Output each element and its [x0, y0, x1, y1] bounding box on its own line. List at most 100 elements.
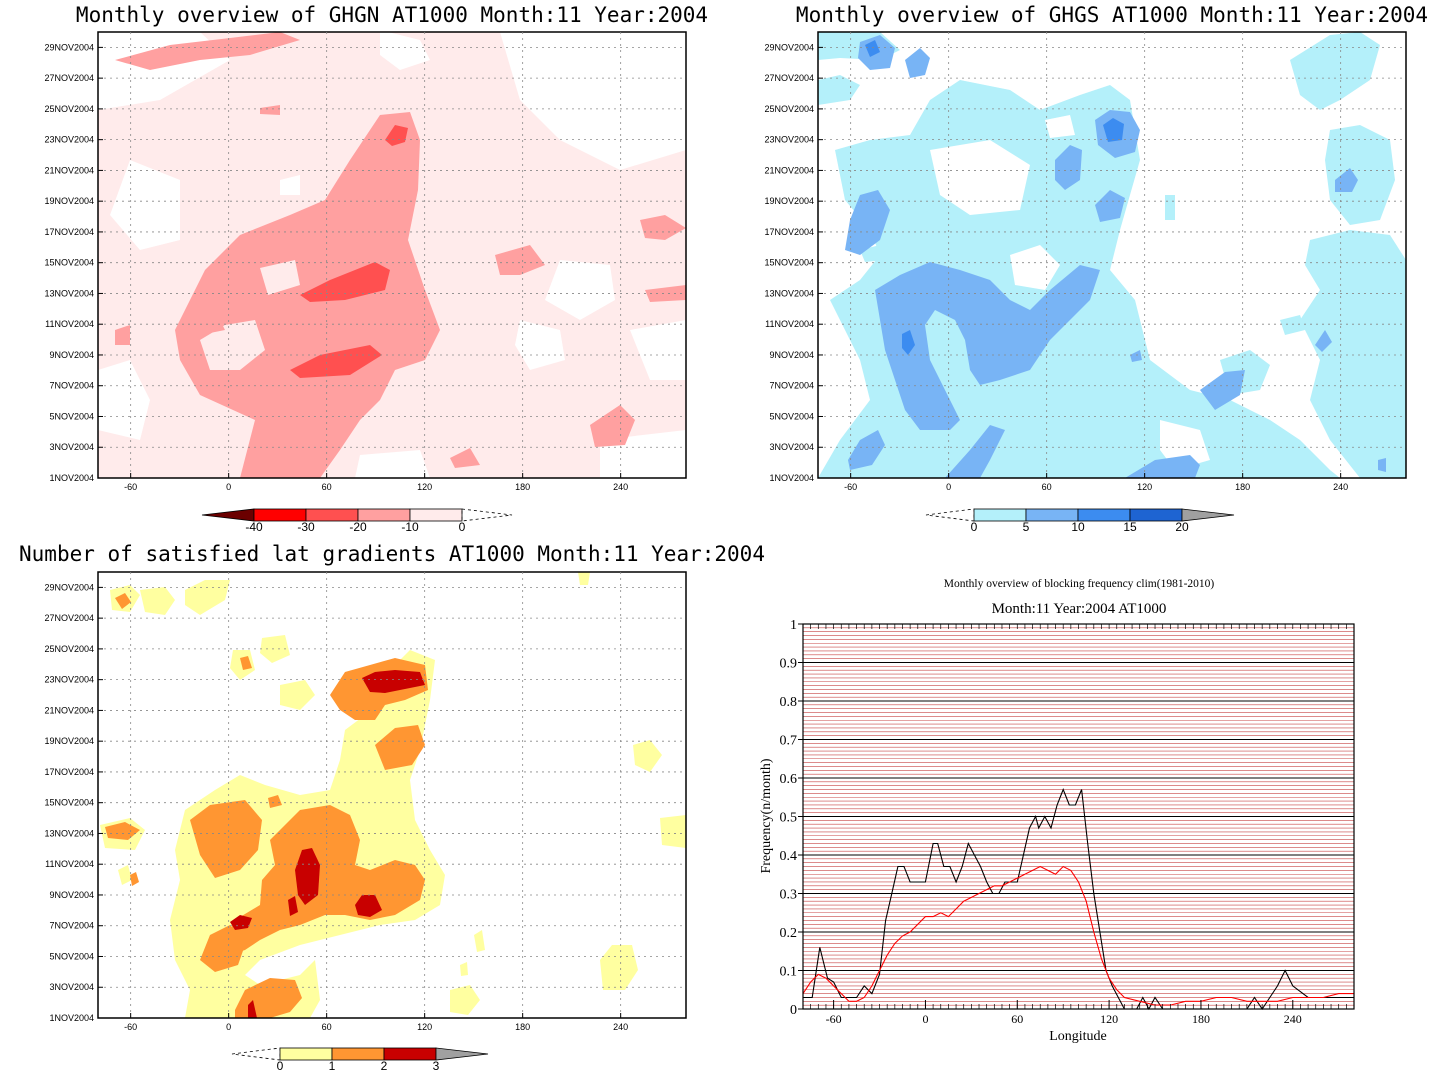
colorbar-segment — [1129, 508, 1183, 522]
colorbar-label: 0 — [971, 520, 978, 534]
blocking-panel: Monthly overview of blocking frequency c… — [759, 578, 1355, 1044]
colorbar-extension — [1181, 508, 1235, 522]
y-tick-label: 0.8 — [780, 695, 798, 710]
y-tick-label: 23NOV2004 — [44, 135, 94, 145]
x-tick-label: 60 — [1042, 482, 1052, 492]
y-tick-label: 5NOV2004 — [49, 951, 94, 961]
y-tick-label: 29NOV2004 — [764, 42, 814, 52]
x-tick-label: 180 — [1192, 1012, 1210, 1026]
colorbar-label: 1 — [329, 1059, 336, 1073]
lat-panel: Number of satisfied lat gradients AT1000… — [19, 542, 765, 1073]
y-tick-label: 7NOV2004 — [49, 381, 94, 391]
lat-grid — [98, 572, 686, 1018]
lat-x-axis: -60 0 60 120 180 240 — [124, 1013, 628, 1032]
colorbar-extension — [435, 1047, 489, 1061]
y-tick-label: 9NOV2004 — [49, 890, 94, 900]
ghgn-grid — [98, 32, 686, 478]
lat-colorbar: 0 1 2 3 — [231, 1047, 489, 1073]
y-tick-label: 0 — [790, 1003, 797, 1018]
y-tick-label: 27NOV2004 — [44, 73, 94, 83]
y-tick-label: 0.5 — [780, 811, 798, 826]
y-tick-label: 17NOV2004 — [44, 767, 94, 777]
y-tick-label: 11NOV2004 — [45, 319, 94, 329]
lat-contour-field — [98, 572, 686, 1018]
ghgs-colorbar: 0 5 10 15 20 — [925, 508, 1235, 534]
colorbar-label: 10 — [1071, 520, 1085, 534]
y-tick-label: 21NOV2004 — [764, 165, 814, 175]
y-tick-label: 7NOV2004 — [49, 921, 94, 931]
y-tick-label: 0.7 — [780, 734, 798, 749]
y-tick-label: 0.4 — [780, 849, 798, 864]
y-tick-label: 29NOV2004 — [44, 582, 94, 592]
y-tick-label: 3NOV2004 — [49, 442, 94, 452]
ghgs-grid — [818, 32, 1406, 478]
ghgs-title: Monthly overview of GHGS AT1000 Month:11… — [796, 3, 1428, 27]
y-tick-label: 29NOV2004 — [44, 42, 94, 52]
ghgn-panel: Monthly overview of GHGN AT1000 Month:11… — [44, 3, 708, 534]
x-tick-label: -60 — [844, 482, 857, 492]
colorbar-segment — [409, 508, 463, 522]
y-tick-label: 0.6 — [780, 772, 798, 787]
y-tick-label: 1NOV2004 — [49, 1013, 94, 1023]
colorbar-segment — [973, 508, 1027, 522]
ghgn-title: Monthly overview of GHGN AT1000 Month:11… — [76, 3, 708, 27]
colorbar-label: 3 — [433, 1059, 440, 1073]
y-tick-label: 21NOV2004 — [44, 705, 94, 715]
x-tick-label: 120 — [417, 1022, 432, 1032]
blocking-major-grid — [803, 662, 1354, 971]
colorbar-label: 0 — [459, 520, 466, 534]
blocking-ylabel: Frequency(n/month) — [759, 758, 774, 873]
colorbar-label: -20 — [349, 520, 367, 534]
x-tick-label: 120 — [1100, 1012, 1118, 1026]
colorbar-segment — [1077, 508, 1131, 522]
series-line-red — [802, 865, 1354, 1006]
colorbar-label: -40 — [245, 520, 263, 534]
blocking-title: Monthly overview of blocking frequency c… — [944, 578, 1215, 590]
x-tick-label: 0 — [226, 482, 231, 492]
ghgs-y-axis: 1NOV2004 3NOV2004 5NOV2004 7NOV2004 9NOV2004… — [764, 42, 823, 483]
series-line-black — [803, 787, 1354, 1011]
y-tick-label: 1NOV2004 — [49, 473, 94, 483]
colorbar-label: -10 — [401, 520, 419, 534]
y-tick-label: 27NOV2004 — [764, 73, 814, 83]
colorbar-segment — [1025, 508, 1079, 522]
colorbar-extension — [925, 508, 975, 522]
colorbar-segment — [331, 1047, 385, 1061]
x-tick-label: 240 — [613, 1022, 628, 1032]
x-tick-label: 120 — [417, 482, 432, 492]
x-tick-label: 0 — [922, 1012, 928, 1026]
y-tick-label: 15NOV2004 — [764, 258, 814, 268]
y-tick-label: 23NOV2004 — [764, 135, 814, 145]
colorbar-label: 2 — [381, 1059, 388, 1073]
colorbar-segment — [279, 1047, 333, 1061]
y-tick-label: 25NOV2004 — [44, 644, 94, 654]
y-tick-label: 9NOV2004 — [49, 350, 94, 360]
y-tick-label: 3NOV2004 — [49, 982, 94, 992]
y-tick-label: 13NOV2004 — [44, 828, 94, 838]
colorbar-segment — [383, 1047, 437, 1061]
y-tick-label: 15NOV2004 — [44, 258, 94, 268]
x-tick-label: 240 — [1284, 1012, 1302, 1026]
x-tick-label: -60 — [124, 1022, 137, 1032]
y-tick-label: 13NOV2004 — [44, 288, 94, 298]
x-tick-label: 180 — [515, 482, 530, 492]
colorbar-label: 0 — [277, 1059, 284, 1073]
ghgn-x-axis: -60 0 60 120 180 240 — [124, 473, 628, 492]
y-tick-label: 7NOV2004 — [769, 381, 814, 391]
colorbar-label: 5 — [1023, 520, 1030, 534]
ghgs-contour-field — [818, 32, 1406, 478]
y-tick-label: 17NOV2004 — [44, 227, 94, 237]
blocking-subtitle: Month:11 Year:2004 AT1000 — [992, 601, 1167, 617]
ghgn-colorbar: -40 -30 -20 -10 0 — [201, 508, 513, 534]
ghgn-y-axis: 1NOV2004 3NOV2004 5NOV2004 7NOV2004 9NOV2004… — [44, 42, 103, 483]
lat-title: Number of satisfied lat gradients AT1000… — [19, 542, 765, 566]
y-tick-label: 19NOV2004 — [764, 196, 814, 206]
y-tick-label: 11NOV2004 — [765, 319, 814, 329]
ghgs-plot-frame — [817, 31, 1407, 479]
y-tick-label: 5NOV2004 — [49, 411, 94, 421]
y-tick-label: 0.1 — [780, 965, 798, 980]
colorbar-extension — [231, 1047, 281, 1061]
y-tick-label: 1 — [790, 618, 797, 633]
blocking-xlabel: Longitude — [1049, 1029, 1107, 1044]
